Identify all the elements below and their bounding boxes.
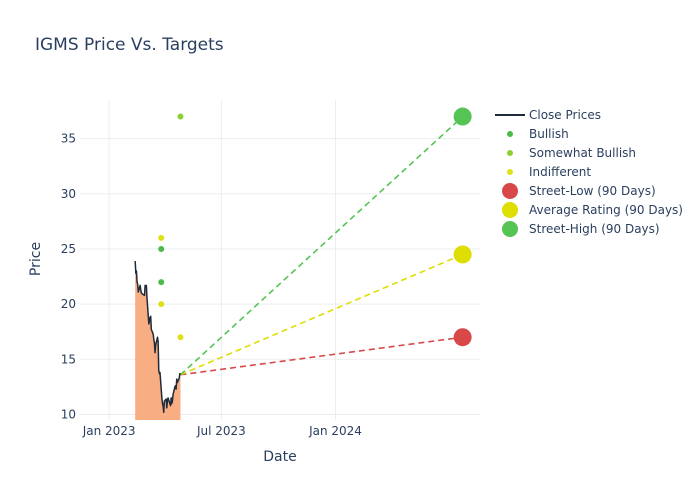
target-trend-line [180,336,463,376]
legend-label: Street-High (90 Days) [529,222,660,236]
legend-marker-swatch [507,169,513,175]
legend-label: Average Rating (90 Days) [529,203,683,217]
rating-marker-point [158,234,165,241]
target-trend-line [180,253,463,376]
chart-title: IGMS Price Vs. Targets [35,35,224,55]
legend-label: Indifferent [529,165,591,179]
target-endpoint-marker [453,107,472,126]
x-tick-label: Jul 2023 [196,424,246,438]
target-trend-line [179,115,464,376]
legend-label: Street-Low (90 Days) [529,184,656,198]
legend-target-swatch [502,221,518,237]
x-axis-ticks: Jan 2023 Jul 2023 Jan 2024 [82,424,362,438]
rating-marker-point [158,245,165,252]
target-endpoint-marker [453,245,472,264]
rating-marker-point [177,334,184,341]
rating-marker-point [158,301,165,308]
y-tick-label: 35 [61,132,76,146]
legend-label: Bullish [529,127,569,141]
y-tick-label: 30 [61,187,76,201]
legend-label: Close Prices [529,108,601,122]
plot-area [134,107,472,414]
y-tick-label: 10 [61,407,76,421]
x-axis-label: Date [263,449,296,465]
rating-marker-point [158,279,165,286]
legend-label: Somewhat Bullish [529,146,636,160]
chart-legend: Close Prices Bullish Somewhat Bullish Indif… [495,108,683,237]
legend-marker-swatch [507,150,513,156]
x-tick-label: Jan 2023 [82,424,136,438]
target-endpoint-marker [453,328,472,347]
close-price-line [134,261,182,414]
y-tick-label: 15 [61,352,76,366]
x-tick-label: Jan 2024 [308,424,362,438]
legend-target-swatch [502,183,518,199]
legend-target-swatch [502,202,518,218]
y-tick-label: 25 [61,242,76,256]
y-axis-label: Price [28,242,44,276]
y-tick-label: 20 [61,297,76,311]
rating-marker-point [177,113,184,120]
legend-marker-swatch [507,131,513,137]
y-axis-ticks: 10 15 20 25 30 35 [61,132,76,422]
